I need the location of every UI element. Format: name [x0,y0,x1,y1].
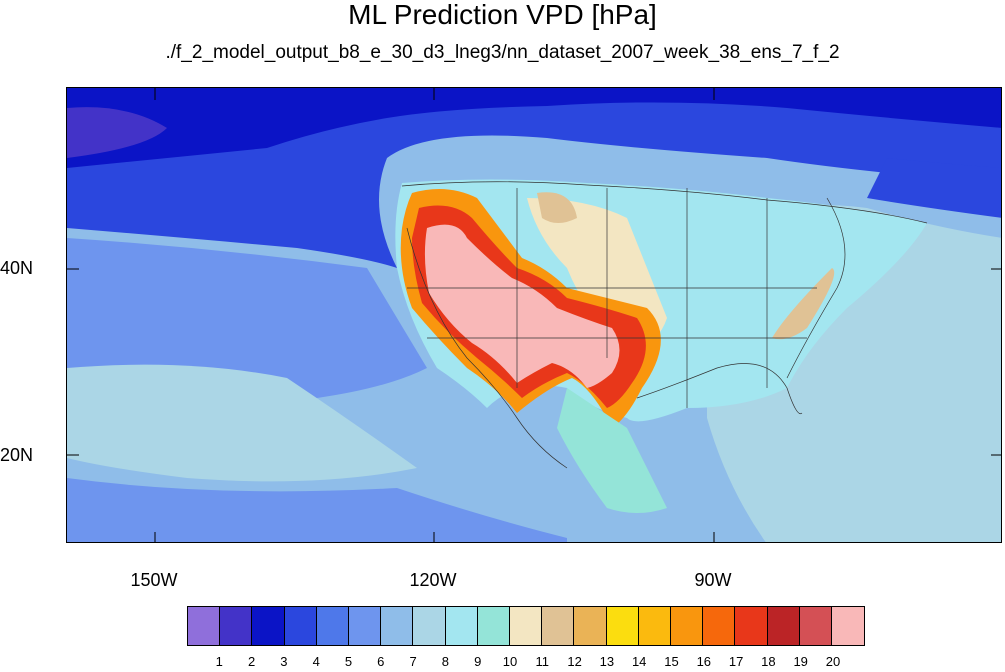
colorbar-box [188,607,221,645]
colorbar-label: 14 [631,654,647,669]
colorbar-label: 15 [664,654,679,669]
colorbar-box [445,607,478,645]
colorbar-box [349,607,382,645]
colorbar-label: 13 [599,654,615,669]
colorbar-label: 20 [825,654,841,669]
appalachian-streak [772,268,835,340]
colorbar-label: 17 [728,654,744,669]
colorbar-box [220,607,253,645]
colorbar-label: 1 [215,654,223,669]
colorbar-label: 5 [344,654,353,669]
map-subtitle: ./f_2_model_output_b8_e_30_d3_lneg3/nn_d… [165,42,840,63]
colorbar-label: 16 [696,654,712,669]
colorbar-box [510,607,543,645]
north-very-low-band [67,88,1001,168]
colorbar-label: 18 [761,654,776,669]
colorbar-label: 10 [502,654,518,669]
vpd-map [67,88,1001,542]
colorbar-box [671,607,704,645]
northeast-band [867,158,1001,218]
lon-label-90w: 90W [694,570,732,590]
colorbar-label: 11 [535,654,550,669]
colorbar-box [316,607,350,645]
colorbar-box [381,607,414,645]
colorbar-label: 12 [567,654,582,669]
colorbar-box [638,607,672,645]
montana-warm-patch [537,192,577,223]
colorbar-label: 19 [793,654,808,669]
lon-label-120w: 120W [409,570,457,590]
mexico-interior [557,388,667,513]
colorbar-label: 3 [280,654,288,669]
colorbar-box [252,607,285,645]
colorbar [187,606,866,646]
colorbar-box [767,607,800,645]
pacific-subtropic-band [67,364,417,482]
boundary-lines [401,181,928,469]
map-panel [66,87,1002,543]
colorbar-label: 9 [474,654,482,669]
lat-label-20n: 20N [0,445,34,465]
tropical-band [67,478,567,542]
colorbar-box [542,607,575,645]
colorbar-box [413,607,446,645]
colorbar-label: 8 [441,654,449,669]
lat-label-40n: 40N [0,258,34,278]
colorbar-box [574,607,607,645]
colorbar-box [799,607,833,645]
colorbar-box [832,607,865,645]
colorbar-label: 7 [409,654,417,669]
southwest-peak-region [424,224,620,388]
lon-label-150w: 150W [130,570,178,590]
pacific-mid-band [67,238,427,398]
colorbar-label: 6 [377,654,385,669]
colorbar-label: 4 [312,654,320,669]
colorbar-box [284,607,317,645]
colorbar-box [606,607,639,645]
axis-ticks [67,88,1001,542]
colorbar-box [735,607,768,645]
map-title: ML Prediction VPD [hPa] [348,0,657,30]
colorbar-label: 2 [247,654,256,669]
colorbar-box [477,607,511,645]
gulf-of-alaska-patch [67,107,167,158]
colorbar-box [703,607,736,645]
